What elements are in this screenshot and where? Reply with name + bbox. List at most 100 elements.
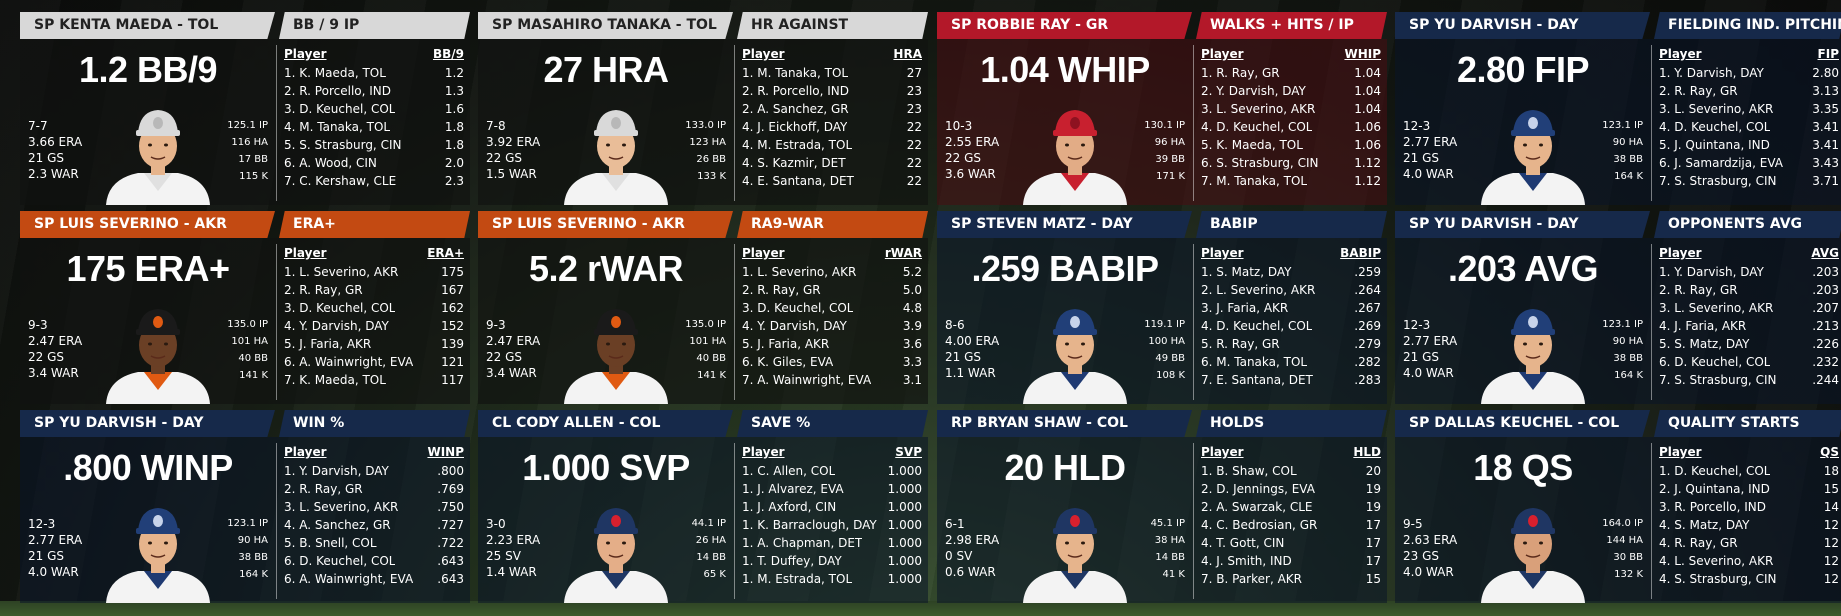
games: 21 GS <box>1403 151 1439 165</box>
row-player: 2. Y. Darvish, DAY <box>1201 84 1306 98</box>
strikeouts: 164 K <box>1614 370 1643 381</box>
table-row: 1. J. Axford, CIN 1.000 <box>742 498 922 516</box>
leaders-table: Player HRA 1. M. Tanaka, TOL 27 2. R. Porc… <box>742 47 922 190</box>
innings-pitched: 130.1 IP <box>1144 120 1185 131</box>
row-value: .643 <box>437 554 464 568</box>
leaders-table: Player HLD 1. B. Shaw, COL 20 2. D. Jennin… <box>1201 445 1381 588</box>
column-player: Player <box>1201 47 1244 61</box>
row-player: 3. L. Severino, AKR <box>1201 102 1316 116</box>
strikeouts: 164 K <box>1614 171 1643 182</box>
strikeouts: 132 K <box>1614 569 1643 580</box>
row-value: .269 <box>1354 319 1381 333</box>
table-row: 7. S. Strasburg, CIN 3.71 <box>1659 172 1839 190</box>
table-row: 7. S. Strasburg, CIN .244 <box>1659 371 1839 389</box>
table-header: Player WHIP <box>1201 47 1381 64</box>
row-value: 12 <box>1823 572 1839 586</box>
table-row: 2. R. Ray, GR .203 <box>1659 281 1839 299</box>
player-avatar <box>98 298 218 404</box>
player-summary: 1.000 SVP 3-0 2.23 ERA 25 SV 1.4 WAR 44.… <box>478 437 734 603</box>
row-player: 3. D. Keuchel, COL <box>742 301 854 315</box>
row-player: 7. K. Maeda, TOL <box>284 373 386 387</box>
stat-card: SP YU DARVISH - DAY OPPONENTS AVG .203 A… <box>1395 211 1841 404</box>
panel-divider <box>1193 443 1194 599</box>
hits-allowed: 38 HA <box>1154 535 1185 546</box>
row-value: .232 <box>1812 355 1839 369</box>
category-header: BB / 9 IP <box>279 12 470 39</box>
table-row: 4. Y. Darvish, DAY 152 <box>284 317 464 335</box>
category-name: HOLDS <box>1210 415 1265 431</box>
stat-card: SP STEVEN MATZ - DAY BABIP .259 BABIP 8-… <box>937 211 1387 404</box>
table-row: 3. D. Keuchel, COL 4.8 <box>742 299 922 317</box>
column-player: Player <box>742 445 785 459</box>
player-header: SP LUIS SEVERINO - AKR <box>20 211 275 238</box>
headline-stat: 175 ERA+ <box>66 248 230 289</box>
record: 12-3 <box>28 517 56 531</box>
headline-stat: .800 WINP <box>63 447 233 488</box>
row-player: 5. S. Matz, DAY <box>1659 337 1750 351</box>
player-avatar <box>1015 497 1135 603</box>
record: 9-3 <box>486 318 506 332</box>
stat-card: RP BRYAN SHAW - COL HOLDS 20 HLD 6-1 2.9… <box>937 410 1387 603</box>
walks: 49 BB <box>1155 353 1185 364</box>
row-player: 5. R. Ray, GR <box>1201 337 1280 351</box>
category-name: BABIP <box>1210 216 1258 232</box>
player-avatar <box>1473 99 1593 205</box>
table-row: 5. B. Snell, COL .722 <box>284 534 464 552</box>
row-value: 1.8 <box>444 120 464 134</box>
player-avatar <box>1015 298 1135 404</box>
row-player: 2. D. Jennings, EVA <box>1201 482 1315 496</box>
stat-card: CL CODY ALLEN - COL SAVE % 1.000 SVP 3-0… <box>478 410 928 603</box>
row-value: 3.6 <box>902 337 922 351</box>
row-player: 7. A. Wainwright, EVA <box>742 373 872 387</box>
table-rows: 1. D. Keuchel, COL 18 2. J. Quintana, IND 1… <box>1659 462 1839 588</box>
row-value: 1.04 <box>1354 102 1381 116</box>
table-row: 4. L. Severino, AKR 12 <box>1659 552 1839 570</box>
headline-stat: 1.04 WHIP <box>980 49 1150 90</box>
category-header: RA9-WAR <box>737 211 928 238</box>
row-value: 3.41 <box>1812 120 1839 134</box>
row-player: 1. M. Estrada, TOL <box>742 572 853 586</box>
row-value: 1.12 <box>1354 174 1381 188</box>
table-rows: 1. S. Matz, DAY .259 2. L. Severino, AKR .2… <box>1201 263 1381 389</box>
card-panel: .800 WINP 12-3 2.77 ERA 21 GS 4.0 WAR 12… <box>20 437 470 603</box>
war: 3.4 WAR <box>486 366 537 380</box>
hits-allowed: 101 HA <box>689 336 726 347</box>
column-player: Player <box>742 47 785 61</box>
column-stat: rWAR <box>884 246 922 260</box>
row-value: 2.80 <box>1812 66 1839 80</box>
war: 3.4 WAR <box>28 366 79 380</box>
table-row: 2. R. Ray, GR 3.13 <box>1659 82 1839 100</box>
table-header: Player HLD <box>1201 445 1381 462</box>
headline-stat: 20 HLD <box>1004 447 1126 488</box>
table-row: 3. L. Severino, AKR 3.35 <box>1659 100 1839 118</box>
row-player: 4. A. Sanchez, GR <box>284 518 391 532</box>
player-name: CL CODY ALLEN - COL <box>492 415 661 431</box>
table-row: 6. K. Giles, EVA 3.3 <box>742 353 922 371</box>
row-value: 3.9 <box>902 319 922 333</box>
row-player: 2. A. Sanchez, GR <box>742 102 849 116</box>
row-player: 4. D. Keuchel, COL <box>1659 120 1771 134</box>
row-player: 2. A. Swarzak, CLE <box>1201 500 1313 514</box>
row-player: 1. Y. Darvish, DAY <box>1659 265 1764 279</box>
panel-divider <box>1193 244 1194 400</box>
hits-allowed: 116 HA <box>231 137 268 148</box>
player-header: SP DALLAS KEUCHEL - COL <box>1395 410 1650 437</box>
row-player: 1. K. Barraclough, DAY <box>742 518 877 532</box>
column-stat: WHIP <box>1344 47 1381 61</box>
player-name: SP STEVEN MATZ - DAY <box>951 216 1133 232</box>
category-header: HOLDS <box>1196 410 1387 437</box>
table-row: 2. R. Ray, GR 167 <box>284 281 464 299</box>
panel-divider <box>734 45 735 201</box>
era: 2.47 ERA <box>28 334 83 348</box>
row-player: 4. T. Gott, CIN <box>1201 536 1285 550</box>
row-value: 1.000 <box>887 536 922 550</box>
table-row: 1. B. Shaw, COL 20 <box>1201 462 1381 480</box>
row-player: 3. L. Severino, AKR <box>284 500 399 514</box>
player-summary: 27 HRA 7-8 3.92 ERA 22 GS 1.5 WAR 133.0 … <box>478 39 734 205</box>
table-row: 1. Y. Darvish, DAY .203 <box>1659 263 1839 281</box>
row-value: 1.6 <box>444 102 464 116</box>
row-player: 1. R. Ray, GR <box>1201 66 1280 80</box>
strikeouts: 164 K <box>239 569 268 580</box>
era: 2.77 ERA <box>28 533 83 547</box>
row-player: 1. K. Maeda, TOL <box>284 66 386 80</box>
